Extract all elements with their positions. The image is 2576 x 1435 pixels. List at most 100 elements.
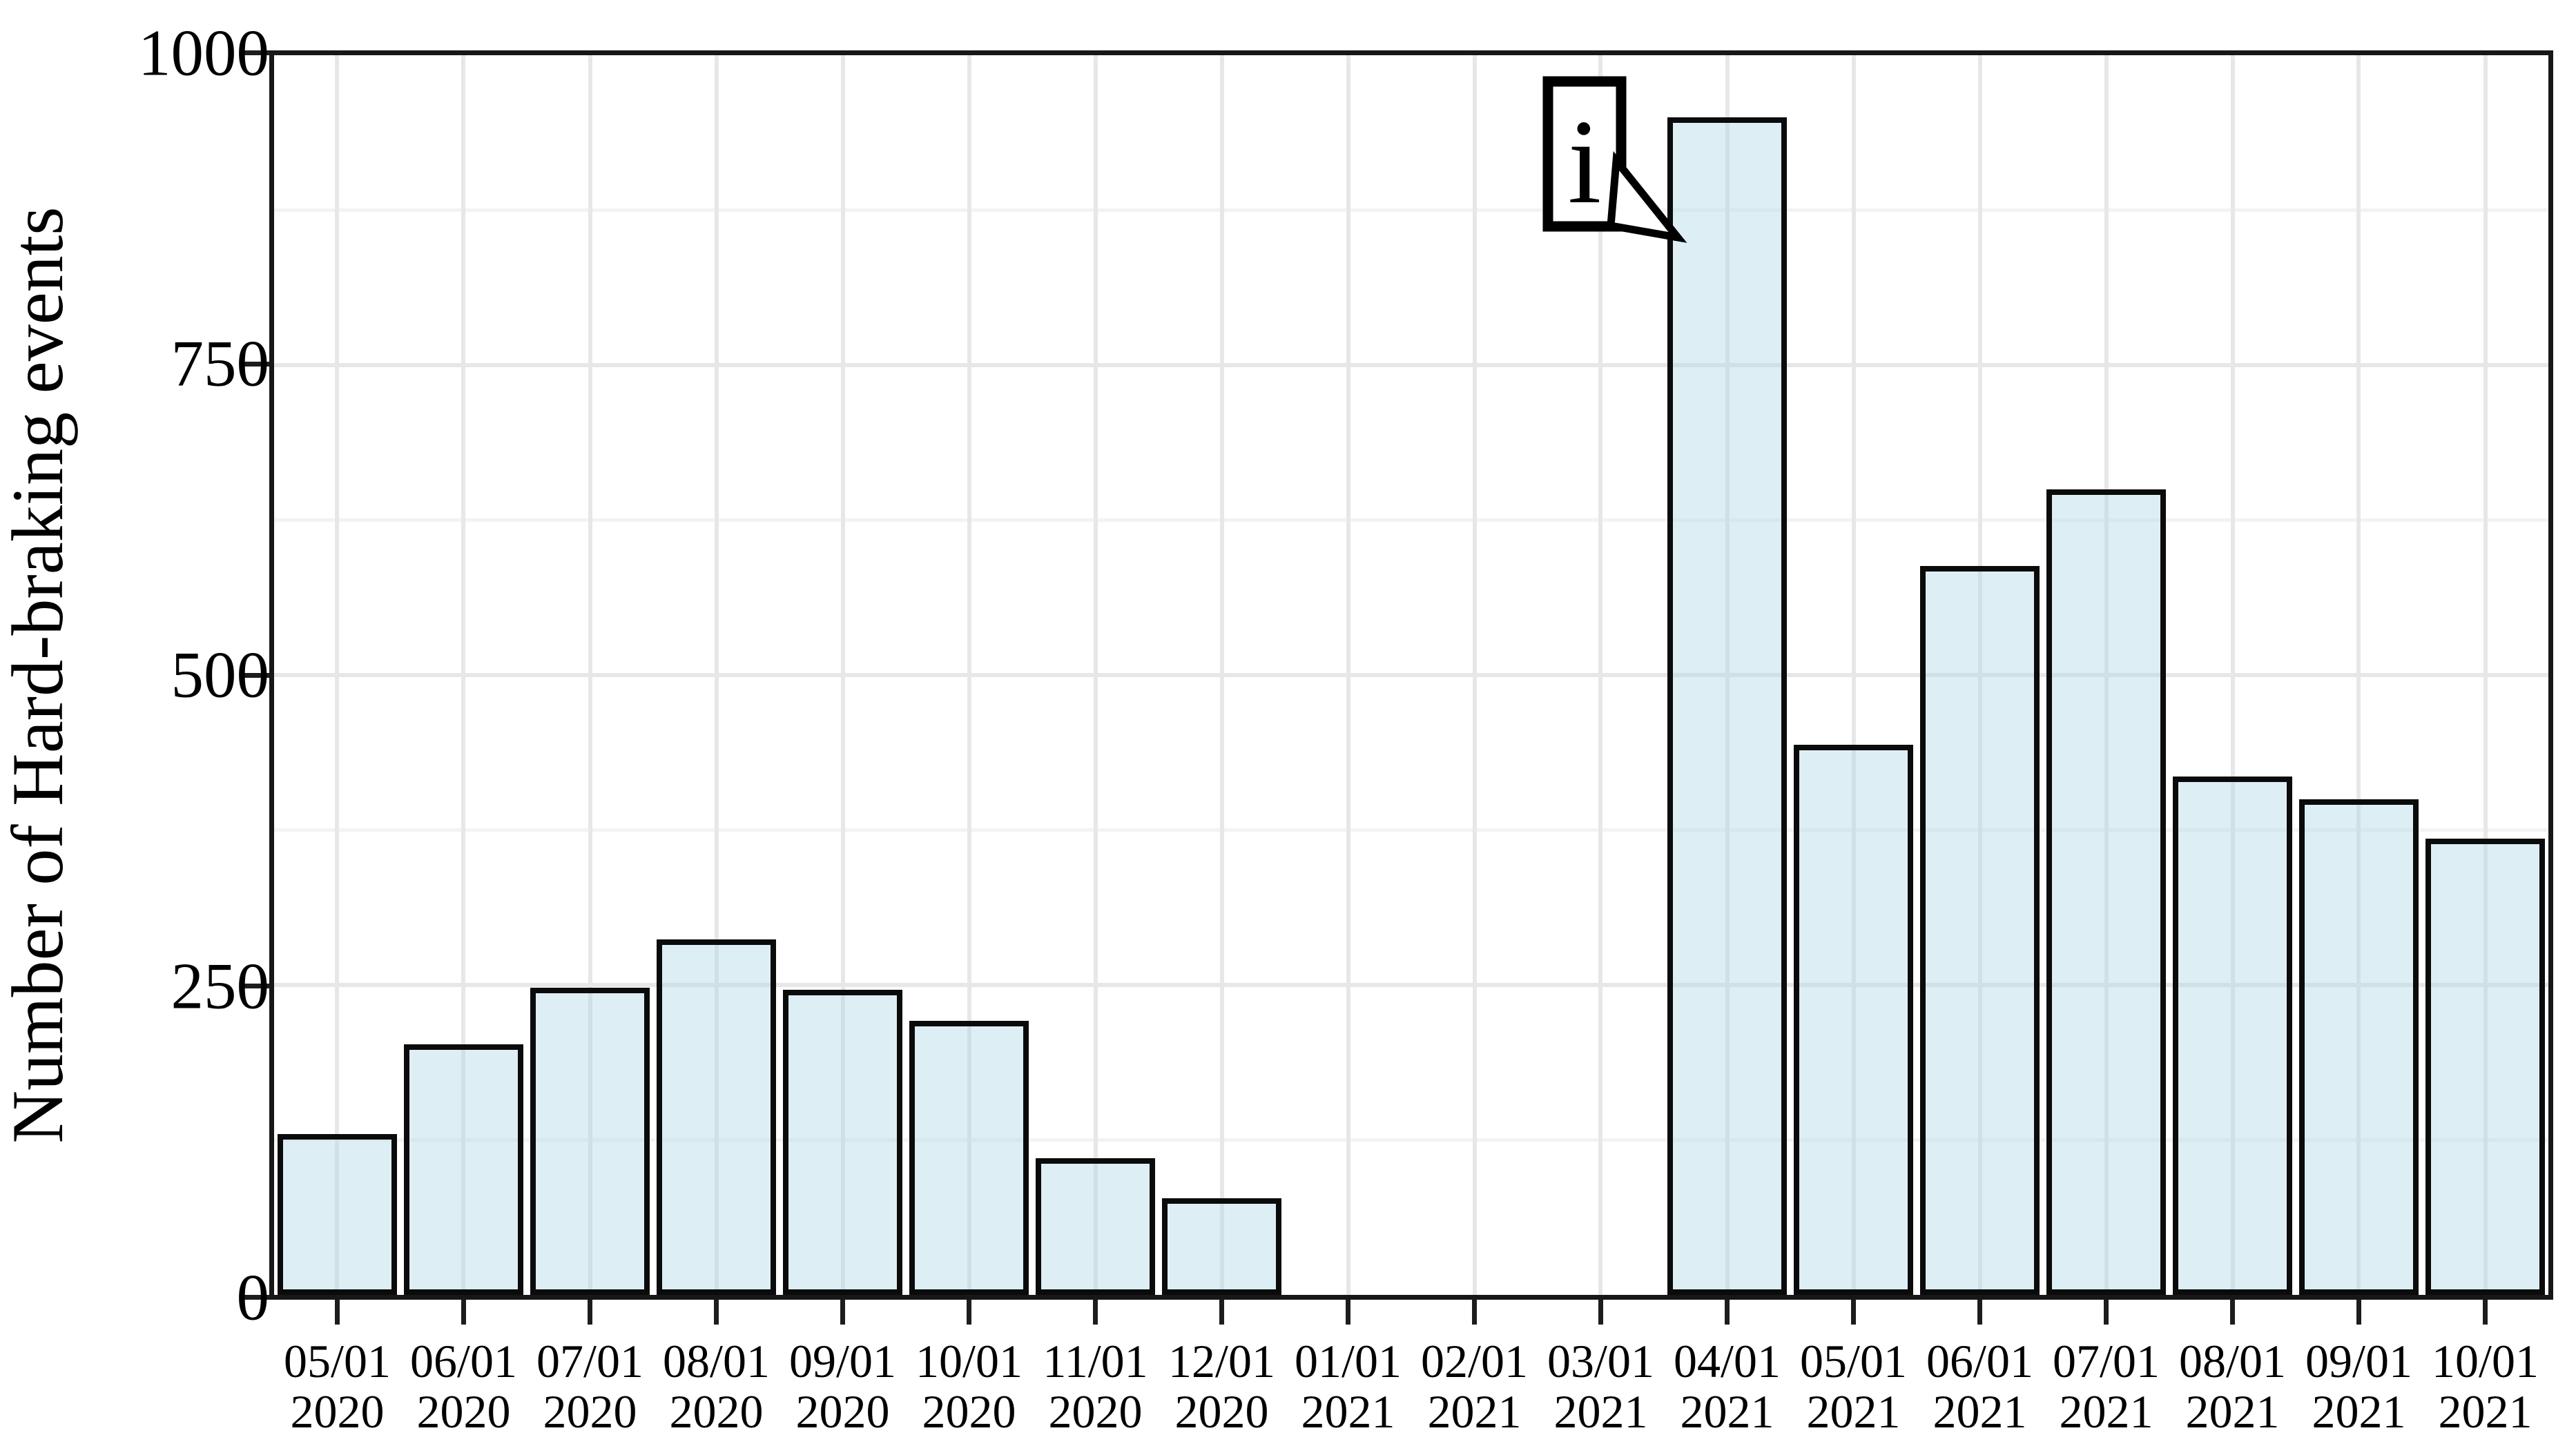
x-tick-label: 10/01 2020 <box>893 1336 1045 1435</box>
gridline-vertical-major <box>2483 55 2488 1295</box>
x-tick-label: 07/01 2020 <box>514 1336 666 1435</box>
x-tick-label: 11/01 2020 <box>1020 1336 1172 1435</box>
gridline-vertical-major <box>2104 55 2109 1295</box>
gridline-horizontal-major <box>274 983 2548 987</box>
x-axis-tick <box>1093 1300 1098 1325</box>
x-axis-tick <box>967 1300 971 1325</box>
x-tick-label-year: 2020 <box>1174 1385 1269 1435</box>
x-tick-label-date: 09/01 <box>789 1335 896 1387</box>
bar <box>909 1021 1029 1295</box>
gridline-vertical-major <box>1346 55 1350 1295</box>
gridline-vertical-major <box>588 55 592 1295</box>
y-tick-label: 750 <box>171 326 270 400</box>
x-tick-label-date: 03/01 <box>1547 1335 1654 1387</box>
bar <box>1794 744 1913 1295</box>
y-axis-tick <box>244 984 269 989</box>
gridline-vertical-major <box>1977 55 1982 1295</box>
y-axis-tick <box>244 361 269 367</box>
x-axis-tick <box>1598 1300 1603 1325</box>
bar <box>2299 799 2419 1295</box>
bar <box>2173 777 2292 1295</box>
gridline-vertical-major <box>840 55 845 1295</box>
x-tick-label-date: 02/01 <box>1421 1335 1528 1387</box>
x-tick-label-year: 2020 <box>795 1385 890 1435</box>
x-tick-label-date: 04/01 <box>1674 1335 1781 1387</box>
gridline-vertical-major <box>714 55 719 1295</box>
y-axis-tick <box>244 50 269 55</box>
y-tick-label: 0 <box>236 1260 270 1334</box>
x-tick-label-year: 2021 <box>1806 1385 1901 1435</box>
x-tick-label: 03/01 2021 <box>1525 1336 1677 1435</box>
y-tick-label: 500 <box>171 638 270 712</box>
gridline-horizontal-major <box>274 363 2548 367</box>
x-tick-label: 06/01 2021 <box>1904 1336 2056 1435</box>
x-axis-tick <box>2356 1300 2361 1325</box>
x-axis-tick <box>1725 1300 1730 1325</box>
x-axis-tick <box>2230 1300 2235 1325</box>
bar <box>1162 1198 1281 1295</box>
gridline-horizontal-major <box>274 673 2548 677</box>
x-tick-label-year: 2021 <box>2312 1385 2406 1435</box>
gridline-horizontal-minor <box>274 828 2548 832</box>
x-tick-label: 08/01 2020 <box>641 1336 793 1435</box>
x-tick-label-year: 2021 <box>1933 1385 2027 1435</box>
x-axis-tick <box>714 1300 719 1325</box>
gridline-vertical-major <box>2230 55 2235 1295</box>
x-tick-label-date: 05/01 <box>1800 1335 1907 1387</box>
x-tick-label-date: 11/01 <box>1043 1335 1148 1387</box>
gridline-vertical-major <box>461 55 466 1295</box>
plot-panel <box>269 50 2553 1300</box>
gridline-vertical-major <box>1598 55 1603 1295</box>
bar <box>404 1044 523 1295</box>
x-axis-tick <box>1977 1300 1982 1325</box>
x-tick-label-date: 09/01 <box>2305 1335 2412 1387</box>
x-axis-tick <box>461 1300 466 1325</box>
x-tick-label-year: 2021 <box>2185 1385 2280 1435</box>
x-tick-label: 06/01 2020 <box>388 1336 540 1435</box>
x-tick-label-year: 2020 <box>290 1385 385 1435</box>
y-axis-tick <box>244 672 269 678</box>
bar <box>2046 489 2166 1295</box>
x-tick-label-date: 05/01 <box>284 1335 391 1387</box>
gridline-vertical-major <box>1219 55 1224 1295</box>
x-tick-label-year: 2021 <box>2059 1385 2153 1435</box>
x-tick-label: 02/01 2021 <box>1399 1336 1551 1435</box>
bar <box>657 939 776 1295</box>
x-tick-label-year: 2020 <box>543 1385 637 1435</box>
x-tick-label: 07/01 2021 <box>2031 1336 2182 1435</box>
x-axis-tick <box>840 1300 845 1325</box>
x-tick-label: 09/01 2021 <box>2283 1336 2435 1435</box>
x-axis-tick <box>588 1300 592 1325</box>
x-tick-label-date: 10/01 <box>916 1335 1023 1387</box>
x-axis-tick <box>1219 1300 1224 1325</box>
bar <box>1920 565 2040 1295</box>
x-tick-label: 05/01 2020 <box>262 1336 414 1435</box>
bar <box>783 990 902 1295</box>
gridline-vertical-major <box>1472 55 1477 1295</box>
bar <box>278 1133 397 1295</box>
x-axis-tick <box>1346 1300 1350 1325</box>
x-tick-label-date: 06/01 <box>410 1335 517 1387</box>
x-tick-label: 05/01 2021 <box>1778 1336 1930 1435</box>
y-tick-label: 250 <box>171 949 270 1023</box>
gridline-horizontal-minor <box>274 518 2548 522</box>
x-tick-label-date: 07/01 <box>536 1335 643 1387</box>
gridline-vertical-major <box>2356 55 2361 1295</box>
x-tick-label: 09/01 2020 <box>767 1336 919 1435</box>
bar <box>2425 839 2545 1295</box>
x-tick-label: 08/01 2021 <box>2157 1336 2309 1435</box>
gridline-vertical-major <box>967 55 971 1295</box>
bar <box>1036 1158 1155 1295</box>
x-tick-label-year: 2021 <box>1301 1385 1395 1435</box>
x-axis-tick <box>1851 1300 1856 1325</box>
x-tick-label-year: 2021 <box>1680 1385 1774 1435</box>
x-axis-tick <box>2104 1300 2109 1325</box>
x-tick-label: 01/01 2021 <box>1272 1336 1424 1435</box>
x-tick-label-year: 2020 <box>922 1385 1016 1435</box>
gridline-vertical-major <box>1725 55 1730 1295</box>
x-tick-label-year: 2020 <box>1048 1385 1143 1435</box>
x-tick-label-year: 2021 <box>2438 1385 2533 1435</box>
x-tick-label-year: 2021 <box>1427 1385 1522 1435</box>
gridline-horizontal-minor <box>274 208 2548 212</box>
x-tick-label-date: 10/01 <box>2432 1335 2539 1387</box>
